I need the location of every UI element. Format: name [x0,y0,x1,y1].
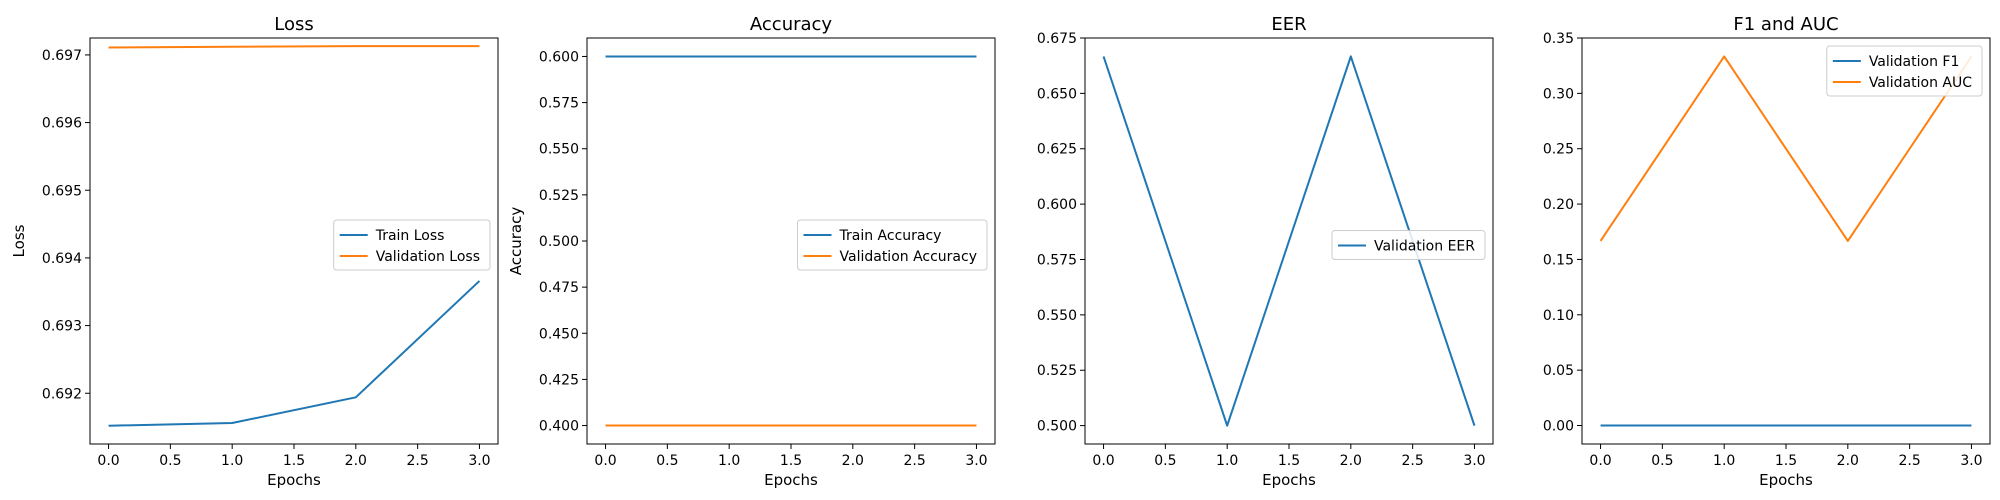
x-axis-label: Epochs [1759,471,1813,489]
plot-frame [1084,37,1494,445]
y-tick-label: 0.450 [539,326,579,342]
x-tick-label: 0.0 [1092,453,1114,469]
chart-panel-1: Loss 0.0 0.5 1.0 1.5 2.0 2.5 3.0 0.692 0.693 0.694… [10,14,499,489]
y-tick-label: 0.15 [1543,252,1574,268]
x-tick-label: 2.5 [407,453,429,469]
x-tick-label: 0.0 [1589,453,1611,469]
chart-title: Loss [274,14,313,35]
y-tick-label: 0.525 [539,188,579,204]
x-tick-label: 0.0 [97,453,119,469]
x-tick-label: 2.0 [1837,453,1859,469]
series-line-train-loss [108,280,481,427]
y-tick-label: 0.697 [42,48,82,64]
legend-label: Train Accuracy [839,228,942,244]
y-tick-label: 0.425 [539,372,579,388]
x-tick-label: 2.0 [842,453,864,469]
legend-label: Validation Loss [376,249,480,265]
y-tick-label: 0.500 [1037,419,1077,435]
y-tick-label: 0.25 [1543,142,1574,158]
y-tick-label: 0.00 [1543,419,1574,435]
y-tick-label: 0.550 [1037,308,1077,324]
y-tick-label: 0.695 [42,183,82,199]
legend-label: Validation Accuracy [840,249,978,265]
x-tick-label: 0.5 [159,453,181,469]
legend: Train Loss Validation Loss [333,219,491,271]
y-tick-label: 0.696 [42,116,82,132]
chart-panel-2: Accuracy 0.0 0.5 1.0 1.5 2.0 2.5 3.0 0.400 0.425 0… [507,14,996,489]
legend: Validation EER [1331,230,1486,260]
x-tick-label: 1.5 [780,453,802,469]
y-tick-label: 0.35 [1543,31,1574,47]
x-tick-label: 1.0 [718,453,740,469]
legend: Validation F1 Validation AUC [1826,45,1983,97]
x-tick-label: 1.0 [1713,453,1735,469]
x-tick-label: 2.0 [1340,453,1362,469]
y-tick-label: 0.30 [1543,86,1574,102]
x-tick-label: 1.5 [1278,453,1300,469]
x-tick-label: 1.0 [1216,453,1238,469]
y-tick-label: 0.675 [1037,31,1077,47]
chart-title: Accuracy [750,14,833,35]
y-tick-label: 0.600 [539,49,579,65]
y-tick-label: 0.500 [539,234,579,250]
x-tick-label: 2.5 [1899,453,1921,469]
y-tick-label: 0.400 [539,419,579,435]
x-tick-label: 3.0 [1960,453,1982,469]
y-tick-label: 0.575 [539,96,579,112]
x-axis-label: Epochs [267,471,321,489]
x-tick-label: 0.5 [1154,453,1176,469]
chart-title: F1 and AUC [1733,14,1838,35]
y-tick-label: 0.694 [42,251,82,267]
x-tick-label: 1.5 [1775,453,1797,469]
chart-title: EER [1271,14,1306,35]
y-tick-label: 0.10 [1543,308,1574,324]
y-tick-label: 0.600 [1037,197,1077,213]
legend-label: Validation F1 [1869,54,1960,70]
x-tick-label: 0.0 [594,453,616,469]
y-tick-label: 0.475 [539,280,579,296]
x-tick-label: 1.5 [283,453,305,469]
x-tick-label: 3.0 [468,453,490,469]
plot-frame [89,37,499,445]
y-tick-label: 0.692 [42,386,82,402]
plot-frame [1581,37,1991,445]
y-tick-label: 0.05 [1543,363,1574,379]
y-tick-label: 0.575 [1037,252,1077,268]
legend-label: Validation EER [1374,239,1475,255]
series-line-validation-loss [108,45,480,49]
x-tick-label: 3.0 [1463,453,1485,469]
y-tick-label: 0.650 [1037,86,1077,102]
y-axis-label: Loss [10,224,28,257]
y-tick-label: 0.625 [1037,142,1077,158]
plot-frame [586,37,996,445]
x-axis-label: Epochs [1262,471,1316,489]
y-tick-label: 0.550 [539,142,579,158]
x-tick-label: 1.0 [221,453,243,469]
x-tick-label: 3.0 [965,453,987,469]
y-tick-label: 0.525 [1037,363,1077,379]
series-line-validation-auc [1599,55,1973,242]
x-axis-label: Epochs [764,471,818,489]
y-tick-label: 0.693 [42,319,82,335]
x-tick-label: 2.0 [345,453,367,469]
x-tick-label: 2.5 [1402,453,1424,469]
y-axis-label: Accuracy [507,207,525,276]
x-tick-label: 0.5 [656,453,678,469]
x-tick-label: 2.5 [904,453,926,469]
y-tick-label: 0.20 [1543,197,1574,213]
legend: Train Accuracy Validation Accuracy [797,219,988,271]
legend-label: Train Loss [375,228,445,244]
chart-panel-4: F1 and AUC 0.0 0.5 1.0 1.5 2.0 2.5 3.0 0.00 0.05 0… [1543,14,1991,489]
chart-panel-3: EER 0.0 0.5 1.0 1.5 2.0 2.5 3.0 0.500 0.525 0.550 0… [1037,14,1494,489]
x-tick-label: 0.5 [1651,453,1673,469]
legend-label: Validation AUC [1869,75,1972,91]
